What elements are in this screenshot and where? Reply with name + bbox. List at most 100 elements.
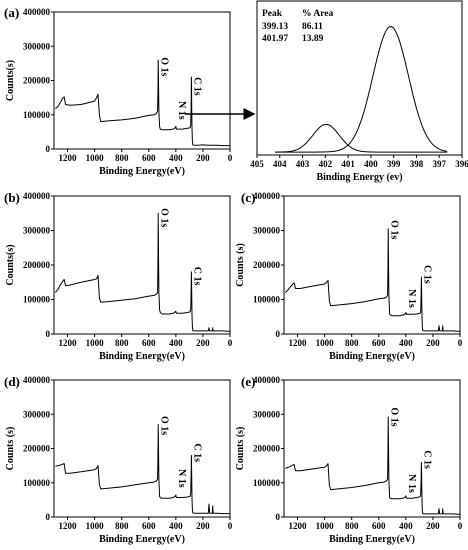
- x-tick-label-e: 400: [399, 521, 413, 531]
- x-tick-label-b: 1200: [59, 338, 78, 348]
- x-axis-title-d: Binding Energy(eV): [99, 534, 185, 545]
- plot-frame-a: [53, 11, 231, 150]
- x-axis-title-e: Binding Energy(eV): [329, 534, 415, 545]
- x-tick-label-inset: 399: [387, 159, 401, 169]
- x-tick-label-e: 800: [345, 521, 359, 531]
- y-axis-title-e: Counts (s): [235, 427, 246, 471]
- y-axis-title-a: Counts(s): [5, 60, 16, 101]
- spectrum-line-a: [55, 59, 230, 147]
- x-tick-label-b: 0: [228, 338, 233, 348]
- y-tick-label-e: 100000: [253, 478, 281, 488]
- x-tick-label-inset: 398: [410, 159, 424, 169]
- peak-label-a: O 1s: [158, 57, 169, 76]
- x-tick-label-e: 1200: [289, 521, 308, 531]
- peak-label-e: O 1s: [388, 407, 399, 426]
- x-tick-label-d: 600: [142, 521, 156, 531]
- fit-peak-401-97: [275, 123, 448, 153]
- x-tick-label-c: 0: [458, 338, 463, 348]
- y-tick-label-b: 300000: [23, 226, 51, 236]
- y-tick-label-e: 0: [276, 512, 281, 522]
- x-axis-title-inset: Binding Energy (ev): [316, 172, 402, 183]
- x-tick-label-b: 800: [115, 338, 129, 348]
- panel-label-b: (b): [4, 190, 20, 205]
- peak-label-a: N 1s: [176, 101, 187, 120]
- panel-label-d: (d): [4, 374, 20, 389]
- y-tick-label-d: 400000: [23, 375, 51, 385]
- spectrum-line-d: [55, 424, 230, 515]
- peak-label-c: C 1s: [421, 265, 432, 284]
- x-tick-label-a: 0: [228, 153, 233, 163]
- y-tick-label-b: 200000: [23, 260, 51, 270]
- x-tick-label-inset: 400: [364, 159, 378, 169]
- x-tick-label-a: 200: [196, 153, 210, 163]
- spectrum-line-e: [285, 416, 460, 515]
- y-tick-label-c: 300000: [253, 226, 281, 236]
- x-axis-title-c: Binding Energy(eV): [329, 351, 415, 362]
- y-axis-title-b: Counts(s): [5, 244, 16, 285]
- x-tick-label-inset: 396: [455, 159, 468, 169]
- x-tick-label-inset: 405: [250, 159, 264, 169]
- x-tick-label-c: 800: [345, 338, 359, 348]
- x-tick-label-d: 200: [196, 521, 210, 531]
- y-tick-label-a: 300000: [23, 41, 51, 51]
- x-tick-label-d: 0: [228, 521, 233, 531]
- y-tick-label-d: 200000: [23, 444, 51, 454]
- x-tick-label-c: 200: [426, 338, 440, 348]
- y-tick-label-c: 100000: [253, 295, 281, 305]
- peak-label-d: N 1s: [176, 469, 187, 488]
- peak-label-b: C 1s: [191, 267, 202, 286]
- x-tick-label-e: 0: [458, 521, 463, 531]
- plot-frame-b: [53, 195, 231, 335]
- y-tick-label-d: 0: [46, 512, 51, 522]
- y-tick-label-c: 400000: [253, 191, 281, 201]
- peak-label-e: C 1s: [421, 450, 432, 469]
- y-tick-label-e: 400000: [253, 375, 281, 385]
- x-tick-label-inset: 404: [273, 159, 287, 169]
- y-tick-label-b: 0: [46, 329, 51, 339]
- table-cell: 13.89: [302, 34, 324, 44]
- panel-label-c: (c): [241, 190, 255, 205]
- x-tick-label-b: 600: [142, 338, 156, 348]
- y-tick-label-e: 200000: [253, 444, 281, 454]
- x-tick-label-b: 400: [169, 338, 183, 348]
- plot-frame-e: [283, 379, 461, 518]
- fit-peak-399-13: [275, 26, 448, 153]
- y-tick-label-c: 0: [276, 329, 281, 339]
- plot-frame-inset: [256, 0, 463, 156]
- y-axis-title-c: Counts (s): [235, 243, 246, 287]
- peak-label-d: C 1s: [191, 443, 202, 462]
- spectrum-line-b: [55, 212, 230, 332]
- x-tick-label-d: 1200: [59, 521, 78, 531]
- table-cell: 399.13: [262, 22, 288, 32]
- table-header-1: % Area: [302, 9, 333, 19]
- x-tick-label-a: 600: [142, 153, 156, 163]
- x-tick-label-b: 1000: [86, 338, 105, 348]
- y-tick-label-b: 100000: [23, 295, 51, 305]
- x-tick-label-d: 400: [169, 521, 183, 531]
- x-tick-label-a: 400: [169, 153, 183, 163]
- plot-frame-d: [53, 379, 231, 518]
- y-tick-label-a: 200000: [23, 76, 51, 86]
- x-tick-label-c: 400: [399, 338, 413, 348]
- x-tick-label-inset: 397: [432, 159, 446, 169]
- x-tick-label-inset: 401: [341, 159, 355, 169]
- y-tick-label-a: 100000: [23, 110, 51, 120]
- y-tick-label-e: 300000: [253, 409, 281, 419]
- peak-label-a: C 1s: [191, 77, 202, 96]
- x-tick-label-e: 1000: [316, 521, 335, 531]
- x-tick-label-a: 1200: [59, 153, 78, 163]
- plot-frame-c: [283, 195, 461, 335]
- x-tick-label-d: 800: [115, 521, 129, 531]
- x-tick-label-d: 1000: [86, 521, 105, 531]
- y-tick-label-c: 200000: [253, 260, 281, 270]
- peak-label-b: O 1s: [158, 208, 169, 227]
- x-tick-label-e: 200: [426, 521, 440, 531]
- x-axis-title-b: Binding Energy(eV): [99, 351, 185, 362]
- x-tick-label-a: 1000: [86, 153, 105, 163]
- x-tick-label-c: 1200: [289, 338, 308, 348]
- peak-label-c: N 1s: [406, 289, 417, 308]
- y-tick-label-a: 400000: [23, 7, 51, 17]
- table-cell: 401.97: [262, 34, 288, 44]
- x-tick-label-c: 600: [372, 338, 386, 348]
